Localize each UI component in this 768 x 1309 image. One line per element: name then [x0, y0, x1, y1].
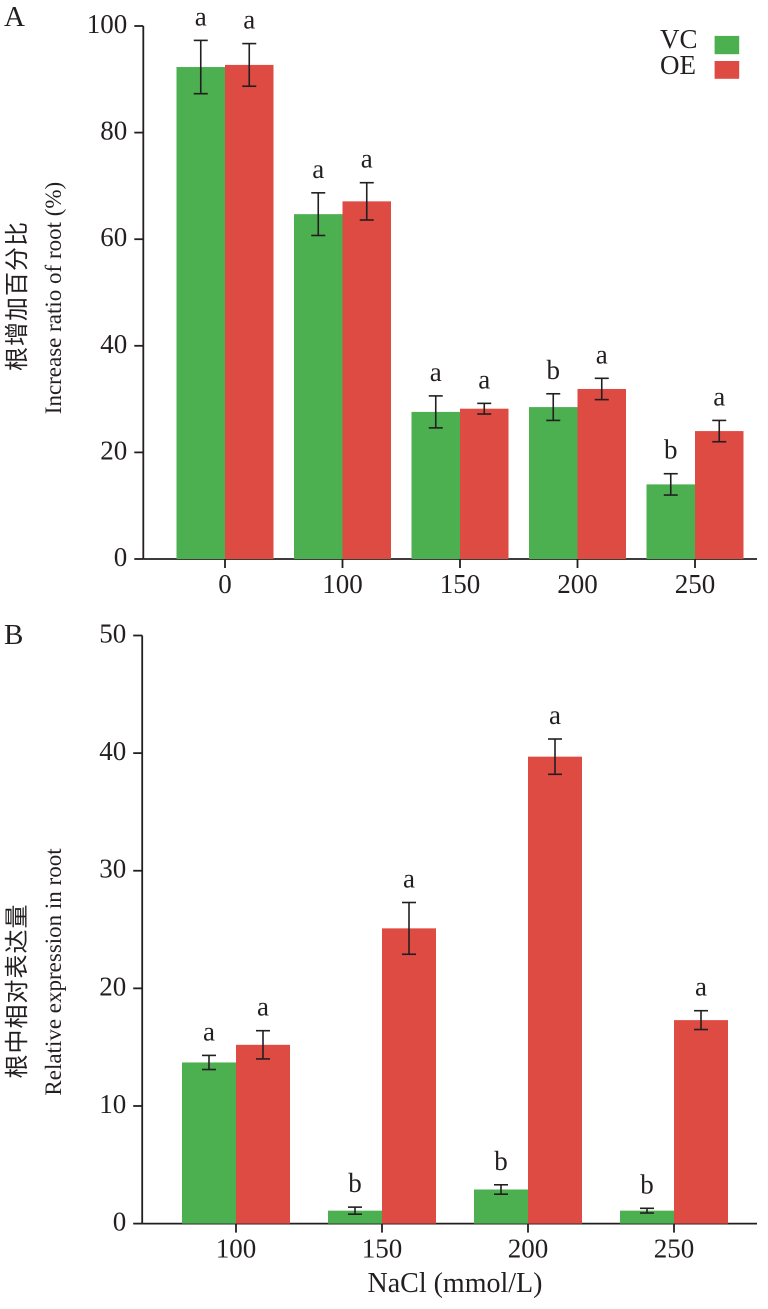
svg-text:a: a	[478, 364, 490, 394]
svg-text:150: 150	[362, 1234, 403, 1264]
svg-text:250: 250	[675, 569, 716, 599]
svg-text:80: 80	[100, 116, 127, 146]
svg-text:a: a	[243, 5, 255, 35]
svg-text:a: a	[695, 972, 707, 1002]
svg-text:a: a	[549, 700, 561, 730]
svg-text:a: a	[312, 154, 324, 184]
svg-text:b: b	[348, 1168, 362, 1198]
svg-text:0: 0	[218, 569, 232, 599]
svg-text:100: 100	[87, 9, 128, 39]
svg-text:a: a	[596, 339, 608, 369]
svg-text:20: 20	[100, 435, 127, 465]
svg-text:a: a	[713, 381, 725, 411]
svg-text:0: 0	[114, 542, 128, 572]
svg-text:150: 150	[440, 569, 481, 599]
svg-text:200: 200	[557, 569, 598, 599]
svg-text:40: 40	[100, 329, 127, 359]
svg-text:b: b	[494, 1146, 508, 1176]
svg-text:NaCl (mmol/L): NaCl (mmol/L)	[368, 1268, 543, 1299]
svg-text:250: 250	[654, 1234, 695, 1264]
svg-text:a: a	[257, 992, 269, 1022]
svg-text:A: A	[4, 1, 25, 33]
svg-text:OE: OE	[660, 50, 696, 80]
svg-text:10: 10	[99, 1089, 126, 1119]
svg-text:30: 30	[99, 854, 126, 884]
svg-text:a: a	[430, 357, 442, 387]
svg-text:Increase ratio of root (%): Increase ratio of root (%)	[41, 182, 66, 414]
svg-text:40: 40	[99, 736, 126, 766]
svg-text:60: 60	[100, 222, 127, 252]
svg-text:a: a	[203, 1016, 215, 1046]
svg-text:50: 50	[99, 619, 126, 649]
svg-text:B: B	[4, 619, 23, 651]
svg-text:b: b	[664, 435, 678, 465]
svg-text:a: a	[361, 144, 373, 174]
svg-text:Relative expression in root: Relative expression in root	[41, 848, 66, 1096]
svg-text:a: a	[403, 864, 415, 894]
svg-text:根增加百分比: 根增加百分比	[4, 221, 31, 371]
svg-text:100: 100	[322, 569, 363, 599]
svg-text:a: a	[195, 1, 207, 31]
svg-text:100: 100	[216, 1234, 257, 1264]
svg-text:根中相对表达量: 根中相对表达量	[4, 904, 31, 1079]
svg-text:200: 200	[508, 1234, 549, 1264]
svg-text:b: b	[640, 1169, 654, 1199]
svg-text:0: 0	[113, 1207, 127, 1237]
svg-text:20: 20	[99, 971, 126, 1001]
svg-text:b: b	[547, 355, 561, 385]
